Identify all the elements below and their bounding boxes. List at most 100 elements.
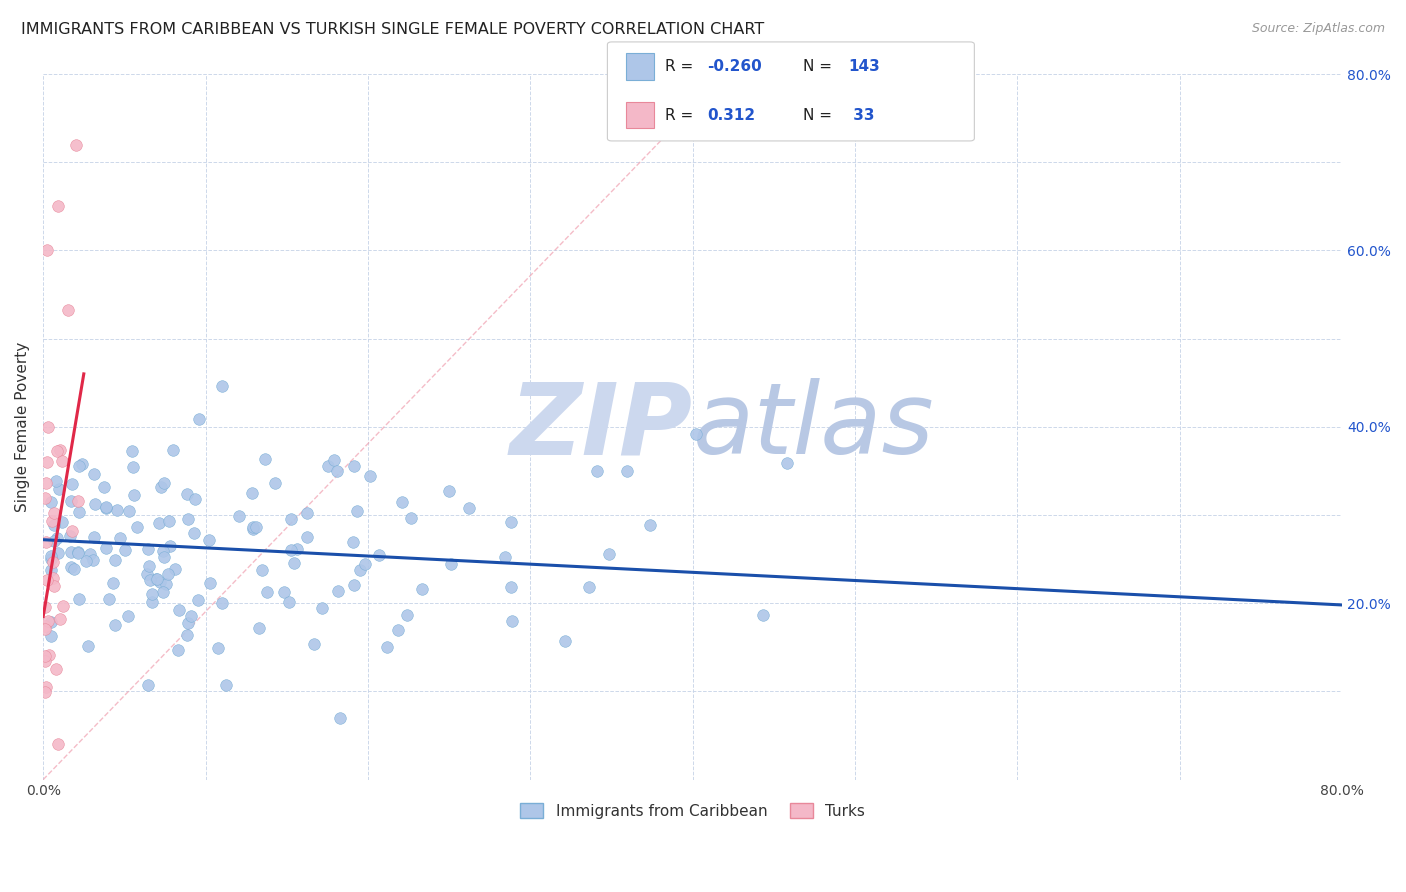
Point xyxy=(329,711,352,725)
Point xyxy=(499,580,522,594)
Point xyxy=(280,511,302,525)
Point xyxy=(125,519,148,533)
Point xyxy=(104,553,127,567)
Point xyxy=(343,458,366,473)
Point xyxy=(278,595,301,609)
Point xyxy=(79,547,101,561)
Point xyxy=(638,517,661,532)
Point xyxy=(35,681,58,695)
Text: atlas: atlas xyxy=(693,378,935,475)
Point xyxy=(39,552,62,566)
Text: R =: R = xyxy=(665,108,703,122)
Point xyxy=(375,640,398,654)
Point xyxy=(187,412,209,426)
Point xyxy=(67,592,90,607)
Point xyxy=(60,560,83,574)
Point xyxy=(245,520,267,534)
Text: 33: 33 xyxy=(848,108,875,122)
Point xyxy=(34,599,56,614)
Point xyxy=(554,634,576,648)
Point xyxy=(136,567,159,582)
Point xyxy=(184,492,207,507)
Point xyxy=(685,426,707,441)
Point xyxy=(198,576,221,591)
Point xyxy=(367,549,389,563)
Point xyxy=(101,576,124,591)
Point xyxy=(176,615,198,630)
Point xyxy=(37,614,59,628)
Point xyxy=(94,500,117,514)
Point xyxy=(42,570,65,584)
Point xyxy=(60,524,83,538)
Point xyxy=(56,303,79,318)
Point xyxy=(273,585,295,599)
Point xyxy=(295,506,318,520)
Point xyxy=(145,572,167,586)
Point xyxy=(121,444,143,458)
Point xyxy=(149,480,172,494)
Point xyxy=(176,628,198,642)
Point xyxy=(285,542,308,557)
Point xyxy=(39,629,62,643)
Point xyxy=(198,533,221,547)
Point xyxy=(37,573,59,587)
Text: N =: N = xyxy=(803,108,837,122)
Point xyxy=(45,444,67,458)
Point xyxy=(228,509,250,524)
Text: ZIP: ZIP xyxy=(510,378,693,475)
Point xyxy=(598,547,620,561)
Point xyxy=(59,494,82,508)
Point xyxy=(67,546,90,560)
Point xyxy=(45,474,67,488)
Point xyxy=(59,528,82,542)
Point xyxy=(253,452,276,467)
Point xyxy=(39,495,62,509)
Point xyxy=(44,579,66,593)
Point xyxy=(34,654,56,668)
Point xyxy=(148,516,170,530)
Point xyxy=(155,576,177,591)
Point xyxy=(34,491,56,505)
Point xyxy=(67,458,90,473)
Point xyxy=(34,534,56,549)
Point xyxy=(159,539,181,553)
Point xyxy=(211,596,233,610)
Point xyxy=(98,592,121,607)
Text: -0.260: -0.260 xyxy=(707,59,762,74)
Point xyxy=(176,487,198,501)
Point xyxy=(44,533,66,548)
Point xyxy=(59,545,82,559)
Point xyxy=(38,648,60,662)
Point xyxy=(46,737,69,751)
Point xyxy=(391,495,413,509)
Point xyxy=(48,482,70,496)
Point xyxy=(156,567,179,582)
Point xyxy=(157,514,180,528)
Point xyxy=(440,557,463,571)
Point xyxy=(346,504,368,518)
Point xyxy=(242,522,264,536)
Point xyxy=(67,545,90,559)
Point xyxy=(48,612,70,626)
Point xyxy=(322,453,344,467)
Point xyxy=(167,643,190,657)
Point xyxy=(46,546,69,560)
Point xyxy=(616,464,638,478)
Point xyxy=(105,503,128,517)
Point xyxy=(302,637,325,651)
Point xyxy=(35,244,58,258)
Point xyxy=(67,494,90,508)
Point xyxy=(35,476,58,491)
Point xyxy=(82,552,104,566)
Point xyxy=(494,549,516,564)
Point xyxy=(84,497,107,511)
Point xyxy=(52,599,75,613)
Point xyxy=(264,476,287,491)
Point xyxy=(76,639,98,653)
Point xyxy=(499,516,522,530)
Point xyxy=(63,562,86,576)
Point xyxy=(114,543,136,558)
Point xyxy=(387,623,409,637)
Point xyxy=(752,608,775,623)
Y-axis label: Single Female Poverty: Single Female Poverty xyxy=(15,342,30,512)
